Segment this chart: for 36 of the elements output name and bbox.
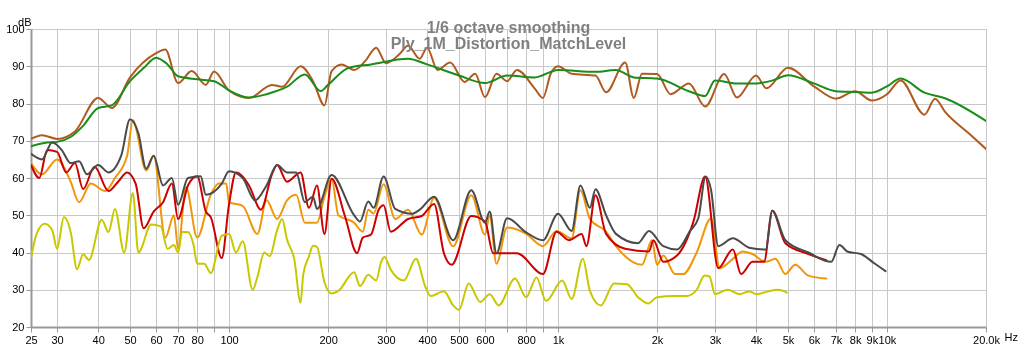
y-tick-label: 70 [12, 134, 25, 147]
y-tick-label: 40 [12, 246, 25, 258]
x-tick-label: 60 [150, 333, 163, 346]
y-tick-label: 50 [12, 208, 25, 221]
x-tick-label: 8k [849, 333, 862, 346]
x-tick-label: 20.0k [973, 333, 1001, 346]
x-tick-label: 600 [476, 333, 495, 346]
x-tick-label: 50 [124, 333, 137, 346]
x-tick-label: 3k [709, 333, 722, 346]
x-tick-label: 800 [517, 333, 536, 346]
x-tick-label: 7k [830, 333, 843, 346]
x-tick-label: 500 [450, 333, 469, 346]
x-tick-label: 400 [418, 333, 437, 346]
chart-title: 1/6 octave smoothing [426, 19, 591, 36]
x-tick-label: 100 [220, 333, 239, 346]
x-tick-label: 10k [878, 333, 897, 346]
x-axis-title: Hz [1004, 330, 1018, 343]
y-tick-label: 20 [12, 320, 25, 333]
y-tick-label: 60 [12, 171, 25, 184]
x-tick-label: 80 [191, 333, 204, 346]
x-tick-label: 200 [319, 333, 338, 346]
y-tick-label: 90 [12, 59, 25, 72]
x-tick-label: 9k [866, 333, 879, 346]
x-tick-label: 30 [51, 333, 64, 346]
x-tick-label: 2k [651, 333, 664, 346]
x-tick-label: 6k [808, 333, 821, 346]
x-tick-label: 4k [750, 333, 763, 346]
x-tick-label: 70 [172, 333, 185, 346]
chart-subtitle: Ply_1M_Distortion_MatchLevel [390, 35, 627, 52]
x-tick-label: 5k [782, 333, 795, 346]
x-tick-label: 40 [92, 333, 105, 346]
x-tick-label: 25 [25, 333, 38, 346]
y-tick-label: 80 [12, 97, 25, 109]
x-tick-label: 1k [552, 333, 565, 346]
y-tick-label: 30 [12, 283, 25, 296]
x-tick-label: 300 [377, 333, 396, 346]
